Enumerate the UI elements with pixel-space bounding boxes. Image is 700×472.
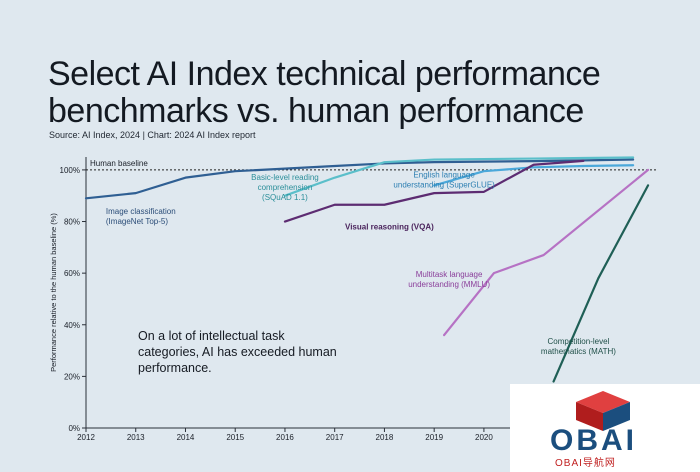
series-label-superglue: English language xyxy=(413,171,475,180)
series-label-math: Competition-level xyxy=(548,337,610,346)
y-tick-label: 80% xyxy=(64,218,80,227)
chart-annotation-note: On a lot of intellectual task categories… xyxy=(138,329,337,375)
x-tick-label: 2014 xyxy=(177,433,195,442)
series-line-vqa xyxy=(283,159,585,223)
logo-subtitle: OBAI导航网 xyxy=(555,458,616,469)
x-tick-label: 2013 xyxy=(127,433,145,442)
chart-title-line-1: Select AI Index technical performance xyxy=(48,55,601,93)
series-label-mmlu: understanding (MMLU) xyxy=(408,280,490,289)
y-tick-label: 20% xyxy=(64,372,80,381)
y-tick-label: 100% xyxy=(60,166,80,175)
site-logo: OBAI OBAI导航网 xyxy=(510,384,700,472)
series-label-reading: Basic-level reading xyxy=(251,173,319,182)
y-axis-label: Performance relative to the human baseli… xyxy=(49,213,58,372)
series-label-reading: comprehension xyxy=(258,183,313,192)
x-tick-label: 2017 xyxy=(326,433,344,442)
series-label-reading: (SQuAD 1.1) xyxy=(262,193,308,202)
series-label-superglue: understanding (SuperGLUE) xyxy=(393,181,495,190)
y-tick-label: 60% xyxy=(64,269,80,278)
series-label-image_classification: Image classification xyxy=(106,207,176,216)
series-line-superglue xyxy=(433,164,635,187)
x-tick-label: 2016 xyxy=(276,433,294,442)
series-line-mmlu xyxy=(443,168,650,337)
series-label-math: mathematics (MATH) xyxy=(541,347,616,356)
x-tick-label: 2012 xyxy=(77,433,95,442)
chart-title: Select AI Index technical performance be… xyxy=(48,56,688,130)
human-baseline-label: Human baseline xyxy=(90,159,148,168)
y-tick-label: 40% xyxy=(64,321,80,330)
y-tick-label: 0% xyxy=(68,424,80,433)
chart-title-line-2: benchmarks vs. human performance xyxy=(48,92,584,130)
x-tick-label: 2020 xyxy=(475,433,493,442)
chart-source: Source: AI Index, 2024 | Chart: 2024 AI … xyxy=(49,130,256,140)
x-tick-label: 2015 xyxy=(226,433,244,442)
series-label-image_classification: (ImageNet Top-5) xyxy=(106,217,168,226)
cube-logo-icon xyxy=(576,391,630,431)
series-label-mmlu: Multitask language xyxy=(416,270,483,279)
series-line-image_classification xyxy=(84,158,635,200)
series-line-reading xyxy=(283,156,635,197)
x-tick-label: 2019 xyxy=(425,433,443,442)
logo-text: OBAI xyxy=(550,424,637,457)
x-tick-label: 2018 xyxy=(376,433,394,442)
series-label-vqa: Visual reasoning (VQA) xyxy=(345,222,434,231)
series-line-math xyxy=(552,184,650,383)
